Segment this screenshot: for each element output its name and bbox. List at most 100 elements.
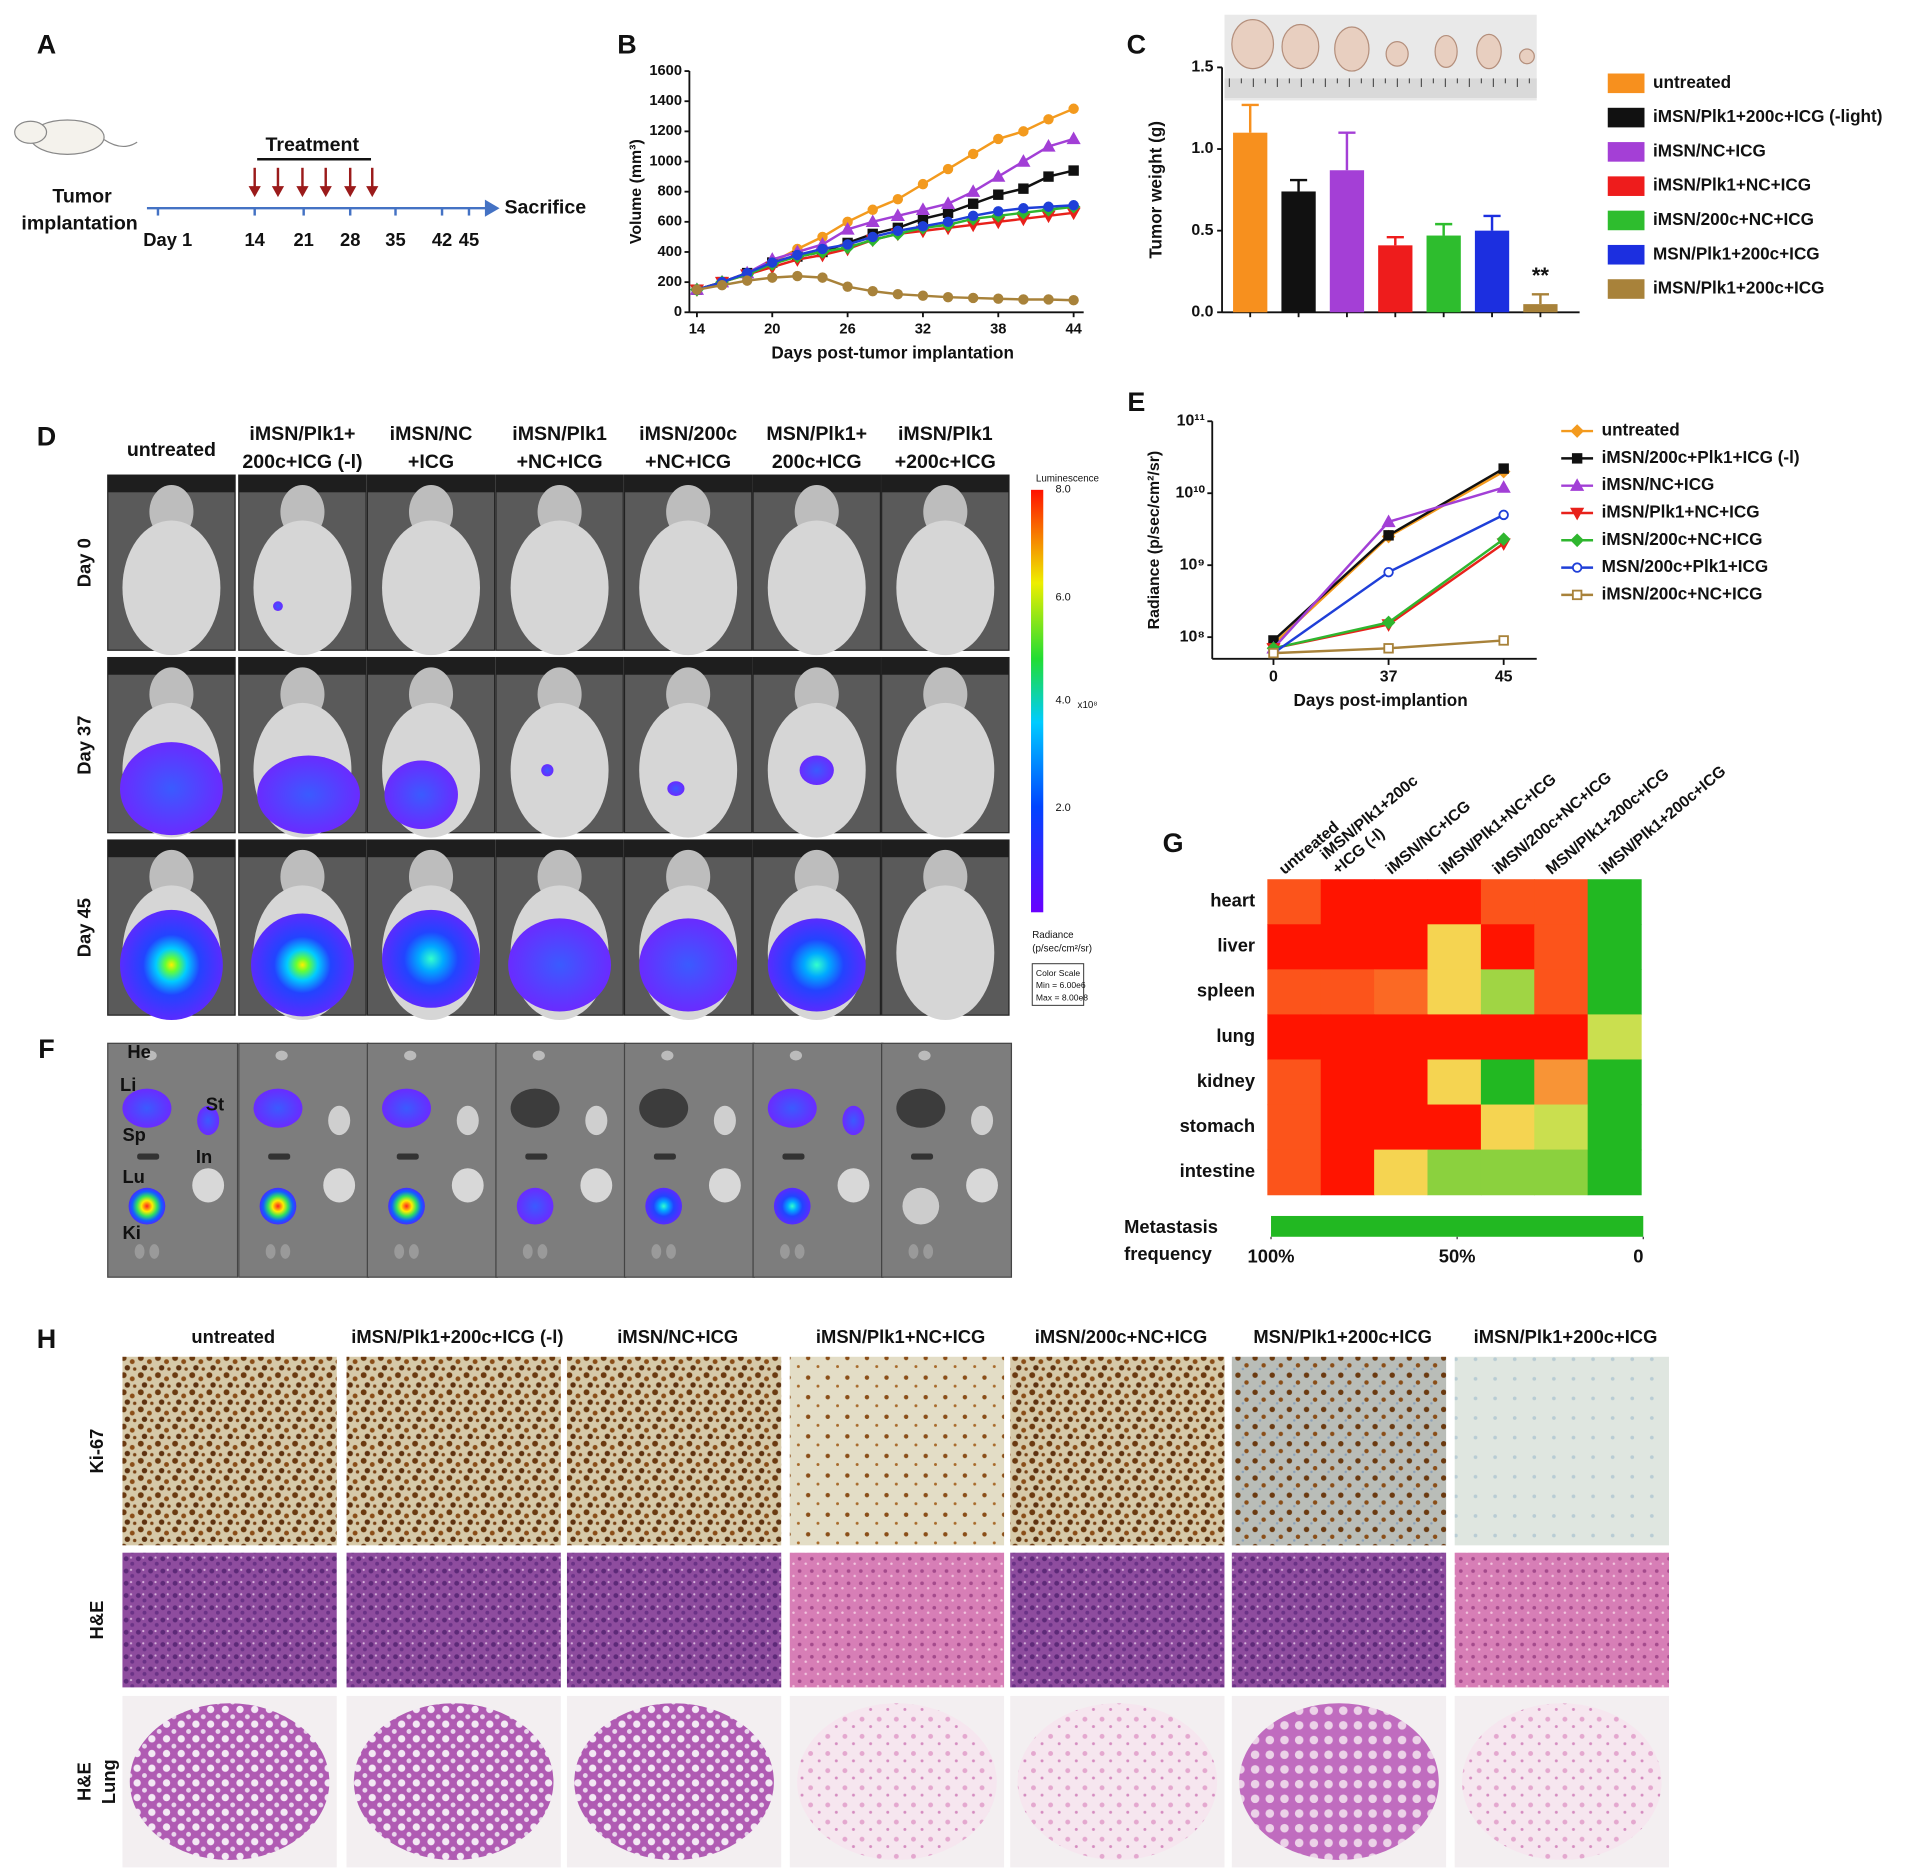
marker bbox=[741, 275, 753, 286]
row-label: heart bbox=[1210, 890, 1255, 911]
column-label: 200c+ICG (-l) bbox=[242, 451, 362, 473]
marker bbox=[1571, 562, 1583, 573]
column-label: untreated bbox=[127, 439, 216, 461]
treatment-label: Treatment bbox=[265, 134, 359, 156]
column-label: +ICG bbox=[408, 451, 454, 473]
heatmap-cell bbox=[1267, 924, 1322, 970]
marker bbox=[967, 198, 979, 209]
tumor-signal bbox=[273, 601, 283, 612]
tumor-specimen bbox=[1231, 19, 1275, 70]
organ-image bbox=[752, 1042, 884, 1278]
imaging-stage bbox=[238, 840, 367, 858]
dose-arrow-head bbox=[319, 186, 332, 198]
organ-spleen bbox=[525, 1153, 548, 1160]
marker bbox=[967, 210, 979, 221]
imaging-stage bbox=[367, 475, 495, 493]
histology-image bbox=[1454, 1552, 1669, 1688]
mouse-body bbox=[896, 520, 995, 656]
marker bbox=[817, 272, 828, 283]
histology-image bbox=[789, 1552, 1005, 1688]
organ-lung bbox=[773, 1187, 811, 1225]
colorbar-tick-label: 100% bbox=[1248, 1245, 1295, 1266]
marker bbox=[1068, 103, 1079, 114]
heatmap-cell bbox=[1267, 1104, 1322, 1151]
mouse-body bbox=[896, 702, 995, 838]
colorbar-tick-label: 50% bbox=[1439, 1245, 1476, 1266]
bar bbox=[1329, 170, 1365, 313]
imaging-stage bbox=[238, 657, 367, 675]
organ-label: St bbox=[206, 1094, 224, 1115]
organ-kidney bbox=[134, 1244, 145, 1259]
marker bbox=[1066, 131, 1081, 145]
heatmap-cell bbox=[1587, 1014, 1642, 1061]
heatmap-cell bbox=[1427, 1014, 1482, 1061]
imaging-stage bbox=[881, 475, 1009, 493]
timeline-day: 21 bbox=[293, 229, 313, 250]
y-tick-label: 1.5 bbox=[1191, 59, 1213, 76]
marker bbox=[1571, 453, 1583, 464]
marker bbox=[1498, 463, 1509, 474]
bar bbox=[1378, 245, 1413, 313]
heatmap-cell bbox=[1374, 969, 1429, 1016]
dose-arrow-head bbox=[296, 186, 309, 198]
bar bbox=[1474, 230, 1510, 313]
row-label: H&E bbox=[86, 1601, 107, 1640]
legend-label: iMSN/200c+Plk1+ICG (-l) bbox=[1602, 447, 1800, 467]
marker bbox=[917, 221, 929, 232]
y-tick-label: 1600 bbox=[649, 63, 682, 79]
colorbar-multiplier: x10⁸ bbox=[1078, 700, 1098, 711]
organ-kidney bbox=[666, 1244, 676, 1259]
heatmap-cell bbox=[1427, 1059, 1482, 1106]
timeline-day: 45 bbox=[459, 229, 479, 250]
color-scale-box bbox=[1031, 963, 1085, 1006]
marker bbox=[991, 169, 1006, 182]
marker bbox=[942, 207, 954, 218]
heatmap-cell bbox=[1587, 1059, 1642, 1106]
marker bbox=[867, 285, 878, 297]
tumor-signal bbox=[251, 913, 354, 1017]
heatmap-cell bbox=[1267, 1059, 1322, 1106]
marker bbox=[691, 284, 703, 295]
column-label: iMSN/200c+NC+ICG bbox=[1035, 1326, 1207, 1347]
heatmap-cell bbox=[1374, 1059, 1429, 1106]
organ-spleen bbox=[137, 1153, 160, 1160]
imaging-stage bbox=[238, 475, 367, 493]
series-line bbox=[1273, 538, 1505, 650]
heatmap-cell bbox=[1374, 879, 1429, 925]
marker bbox=[942, 216, 954, 228]
histology-image bbox=[1454, 1356, 1669, 1546]
marker bbox=[842, 281, 853, 292]
row-label: Day 37 bbox=[74, 716, 95, 775]
heatmap-cell bbox=[1427, 969, 1482, 1016]
marker bbox=[993, 293, 1004, 304]
organ-lung bbox=[388, 1187, 425, 1225]
imaging-stage bbox=[367, 840, 495, 858]
tumor-signal bbox=[382, 909, 480, 1008]
legend-label: untreated bbox=[1602, 420, 1680, 440]
y-tick-label: 0.0 bbox=[1191, 303, 1213, 320]
marker bbox=[1068, 295, 1079, 306]
y-tick-label: 1.0 bbox=[1191, 140, 1213, 157]
y-tick-label: 600 bbox=[658, 214, 683, 230]
y-tick-label: 0 bbox=[674, 304, 682, 320]
marker bbox=[1018, 183, 1029, 194]
organ-liver bbox=[639, 1088, 689, 1128]
y-axis-title: Tumor weight (g) bbox=[1146, 121, 1166, 259]
organ-spleen bbox=[782, 1153, 805, 1160]
organ-spleen bbox=[911, 1153, 934, 1160]
marker bbox=[917, 178, 929, 190]
lung-section bbox=[574, 1703, 774, 1861]
heatmap-cell bbox=[1534, 1014, 1589, 1061]
marker bbox=[993, 206, 1004, 217]
tumor-signal bbox=[767, 918, 866, 1012]
heatmap-cell bbox=[1534, 879, 1589, 925]
tumor-signal bbox=[667, 781, 685, 796]
series-line bbox=[696, 137, 1074, 291]
organ-intestine bbox=[580, 1168, 613, 1203]
marker bbox=[1043, 114, 1054, 125]
organ-lung bbox=[259, 1187, 297, 1225]
histology-image bbox=[1010, 1356, 1225, 1546]
lung-section bbox=[1017, 1703, 1218, 1861]
organ-image bbox=[107, 1042, 239, 1278]
y-tick-label: 1000 bbox=[649, 153, 682, 169]
